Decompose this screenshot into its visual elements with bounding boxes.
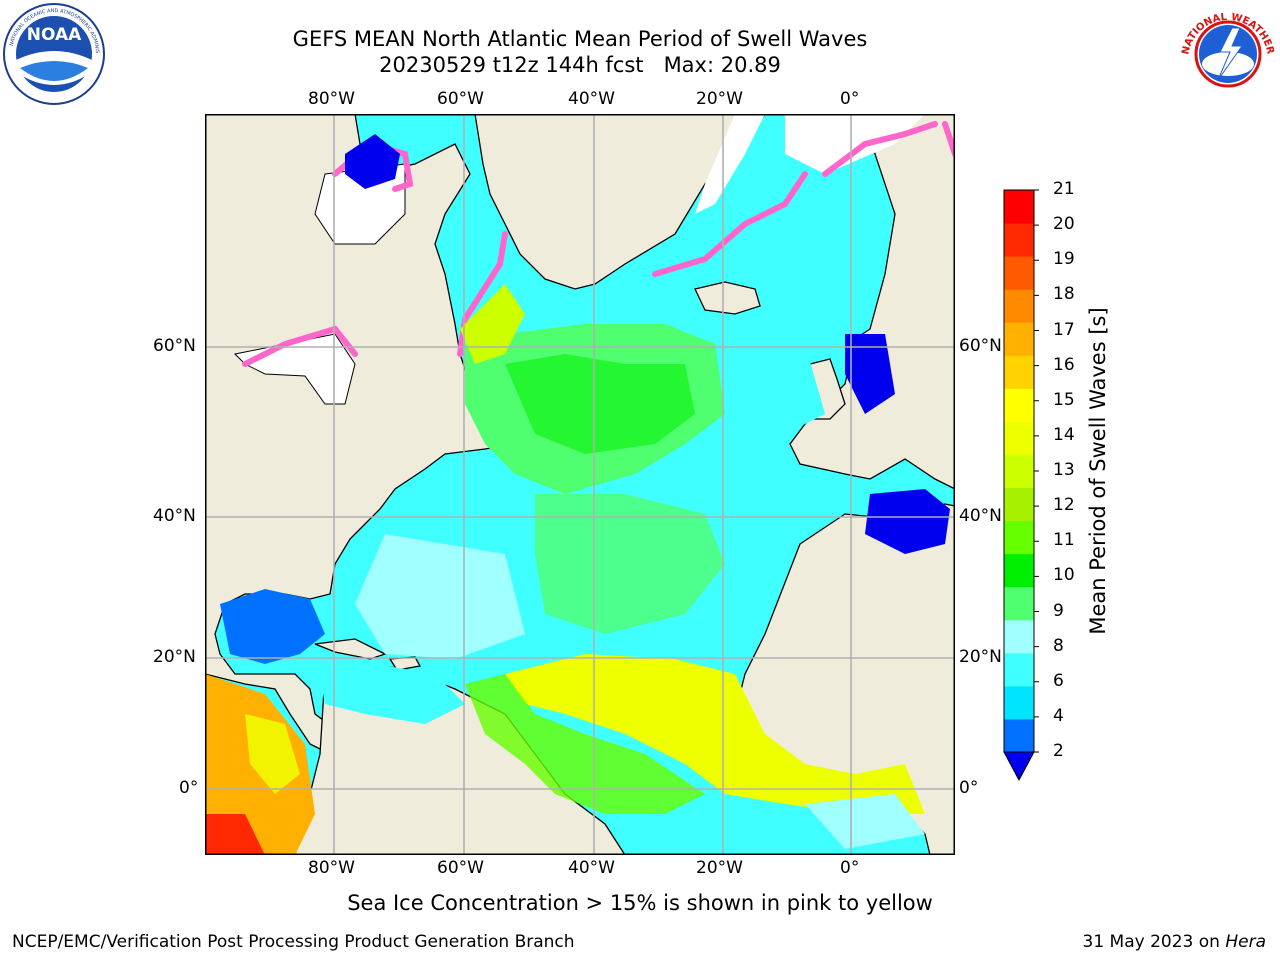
ice-east-greenland	[695, 114, 765, 214]
yellow-tropics	[505, 654, 925, 814]
lat-label-left-60n: 60°N	[153, 336, 196, 356]
light-cyan-east	[725, 344, 825, 444]
colorbar-segment	[1004, 256, 1034, 290]
colorbar-tick-label: 6	[1053, 670, 1064, 691]
ice-edge-layer	[242, 121, 955, 367]
map-panel	[205, 114, 955, 855]
colorbar-segment	[1004, 553, 1034, 588]
nws-logo-icon: NATIONAL WEATHER SERVICE	[1176, 2, 1278, 104]
sea-ice-note: Sea Ice Concentration > 15% is shown in …	[347, 891, 933, 915]
graticule	[205, 114, 955, 855]
colorbar-tick-label: 14	[1053, 424, 1075, 445]
colorbar-segment	[1004, 454, 1034, 489]
colorbar-tick-label: 4	[1053, 705, 1064, 726]
green-band-central	[535, 494, 725, 634]
colorbar-tick-label: 18	[1053, 284, 1075, 305]
lon-label-top-60w: 60°W	[437, 89, 484, 109]
yellow-green-labrador	[460, 284, 525, 364]
colorbar-tick-label: 10	[1053, 565, 1075, 586]
lat-label-right-0: 0°	[959, 778, 979, 798]
colorbar-segment	[1004, 520, 1034, 555]
footer-date: 31 May 2023 on Hera	[1083, 932, 1267, 952]
ice-svalbard	[785, 114, 925, 174]
footer-credit: NCEP/EMC/Verification Post Processing Pr…	[12, 932, 575, 952]
lon-label-bottom-20w: 20°W	[696, 858, 743, 878]
lon-label-bottom-40w: 40°W	[568, 858, 615, 878]
colorbar-segment	[1004, 421, 1034, 455]
green-tropics	[465, 674, 705, 814]
lon-label-top-20w: 20°W	[696, 89, 743, 109]
colorbar-segment	[1004, 322, 1034, 356]
colorbar-segment	[1004, 190, 1034, 224]
caribbean-cyan	[315, 654, 465, 724]
pacific-yellow	[245, 714, 300, 794]
colorbar-tick-label: 16	[1053, 354, 1075, 375]
lat-label-right-20n: 20°N	[959, 647, 1002, 667]
lat-label-left-20n: 20°N	[153, 647, 196, 667]
colorbar-segment	[1004, 487, 1034, 522]
lon-label-bottom-80w: 80°W	[308, 858, 355, 878]
light-cyan-region	[355, 534, 525, 659]
chart-title: GEFS MEAN North Atlantic Mean Period of …	[292, 27, 868, 51]
colorbar-tick-label: 8	[1053, 635, 1064, 656]
colorbar	[1003, 189, 1039, 782]
colorbar-segment	[1004, 289, 1034, 323]
green-core-north	[505, 354, 695, 454]
chart-subtitle: 20230529 t12z 144h fcst Max: 20.89	[379, 53, 781, 77]
lat-label-left-40n: 40°N	[153, 506, 196, 526]
lon-label-bottom-60w: 60°W	[437, 858, 484, 878]
colorbar-segment	[1004, 652, 1034, 687]
colorbar-segment	[1004, 355, 1034, 389]
colorbar-segment	[1004, 388, 1034, 422]
colorbar-tick-label: 11	[1053, 530, 1075, 551]
pacific-red	[205, 814, 265, 855]
lon-label-top-40w: 40°W	[568, 89, 615, 109]
colorbar-tick-label: 12	[1053, 495, 1075, 516]
colorbar-segment	[1004, 718, 1034, 753]
colorbar-tick-label: 2	[1053, 741, 1064, 761]
colorbar-tick-label: 15	[1053, 389, 1075, 410]
colorbar-tick-label: 9	[1053, 600, 1064, 621]
colorbar-segment	[1004, 619, 1034, 654]
colorbar-label: Mean Period of Swell Waves [s]	[1086, 307, 1110, 635]
lon-label-top-0: 0°	[840, 89, 860, 109]
gulf-guinea-cyan	[805, 794, 925, 849]
noaa-logo-icon: NOAA NATIONAL OCEANIC AND ATMOSPHERIC AD…	[2, 2, 105, 105]
svg-text:NOAA: NOAA	[27, 25, 82, 45]
colorbar-segment	[1004, 223, 1034, 257]
colorbar-extension	[1003, 751, 1035, 782]
swell-field	[205, 284, 950, 855]
lat-label-left-0: 0°	[179, 778, 199, 798]
lat-label-right-60n: 60°N	[959, 336, 1002, 356]
gulf-of-mexico-blue	[220, 589, 325, 664]
footer-host: Hera	[1225, 932, 1266, 952]
lat-label-right-40n: 40°N	[959, 506, 1002, 526]
colorbar-tick-label: 21	[1053, 179, 1075, 199]
colorbar-tick-label: 13	[1053, 460, 1075, 480]
colorbar-segment	[1004, 685, 1034, 720]
hudson-deep-blue	[345, 134, 400, 189]
lon-label-top-80w: 80°W	[308, 89, 355, 109]
colorbar-segment	[1004, 586, 1034, 621]
footer-date-text: 31 May 2023 on	[1082, 932, 1226, 952]
north-sea-blue	[845, 334, 895, 414]
colorbar-tick-label: 19	[1053, 249, 1075, 270]
colorbar-tick-label: 20	[1053, 214, 1075, 235]
iceland	[694, 281, 761, 315]
lon-label-bottom-0: 0°	[840, 858, 860, 878]
cuba	[314, 638, 387, 660]
med-blue	[865, 489, 950, 554]
colorbar-tick-label: 17	[1053, 319, 1075, 340]
